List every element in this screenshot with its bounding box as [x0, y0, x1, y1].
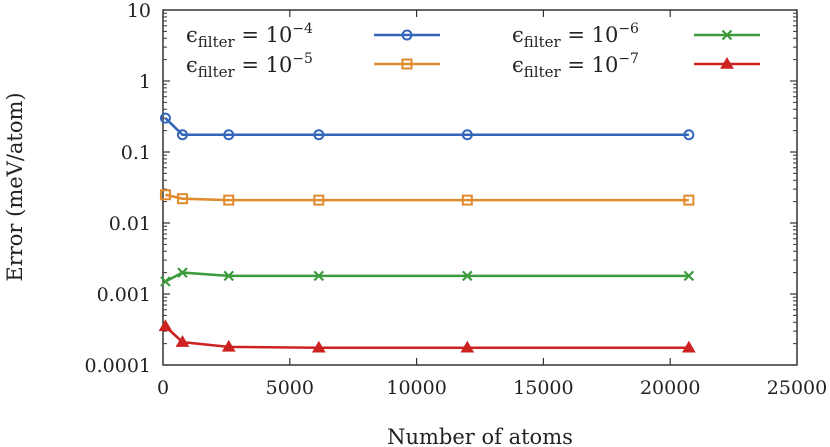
y-tick-label: 10 [127, 0, 151, 22]
data-point [223, 194, 235, 206]
series-4 [158, 319, 696, 353]
data-point [461, 194, 473, 206]
y-tick-label: 0.0001 [85, 355, 151, 377]
series-line [165, 193, 689, 202]
series-layer [158, 112, 696, 353]
x-tick-label: 5000 [266, 377, 314, 399]
data-point [683, 194, 695, 206]
legend-label: ϵfilter = 10−5 [186, 51, 313, 81]
x-tick-label: 20000 [640, 377, 700, 399]
data-point [313, 270, 325, 282]
axis-ticks: 0 5000 10000 15000 20000 25000 0.0001 0.001 0.01… [85, 0, 828, 399]
y-axis-title: Error (meV/atom) [3, 92, 27, 281]
data-point [313, 194, 325, 206]
legend-marker [720, 57, 734, 69]
legend-entry: ϵfilter = 10−7 [512, 51, 760, 81]
series-2 [159, 189, 695, 206]
data-point [683, 270, 695, 282]
y-tick-label: 0.01 [109, 213, 151, 235]
data-point [176, 129, 188, 141]
data-point [311, 340, 326, 353]
legend-label: ϵfilter = 10−6 [512, 21, 639, 51]
legend-entry: ϵfilter = 10−5 [186, 51, 440, 81]
data-point [460, 340, 475, 353]
data-point [177, 267, 188, 278]
x-tick-label: 0 [157, 377, 169, 399]
y-tick-label: 0.001 [97, 284, 151, 306]
series-line [164, 271, 689, 283]
y-tick-label: 1 [139, 71, 151, 93]
data-point [159, 189, 171, 201]
data-point [158, 319, 173, 332]
legend-entry: ϵfilter = 10−4 [186, 21, 440, 51]
data-point [159, 112, 171, 124]
data-point [223, 270, 235, 282]
legend-entry: ϵfilter = 10−6 [512, 21, 760, 51]
legend-marker [401, 58, 413, 70]
series-3 [160, 267, 695, 287]
x-tick-label: 15000 [513, 377, 573, 399]
data-point [223, 129, 235, 141]
data-point [176, 193, 188, 205]
x-tick-label: 25000 [767, 377, 827, 399]
series-line [164, 325, 689, 350]
series-line [164, 117, 689, 137]
legend-label: ϵfilter = 10−4 [186, 21, 313, 51]
plot-frame [162, 9, 798, 366]
legend-marker [721, 29, 733, 41]
data-point [683, 129, 695, 141]
data-point [313, 129, 325, 141]
legend-label: ϵfilter = 10−7 [512, 51, 639, 81]
series-1 [159, 112, 695, 141]
data-point [462, 270, 473, 282]
data-point [160, 276, 171, 287]
y-tick-label: 0.1 [121, 142, 151, 164]
data-point [681, 340, 696, 353]
data-point [175, 335, 190, 347]
x-tick-label: 10000 [386, 377, 446, 399]
x-axis-title: Number of atoms [387, 425, 573, 447]
data-point [221, 339, 236, 352]
data-point [461, 129, 473, 141]
legend-marker [401, 29, 413, 41]
